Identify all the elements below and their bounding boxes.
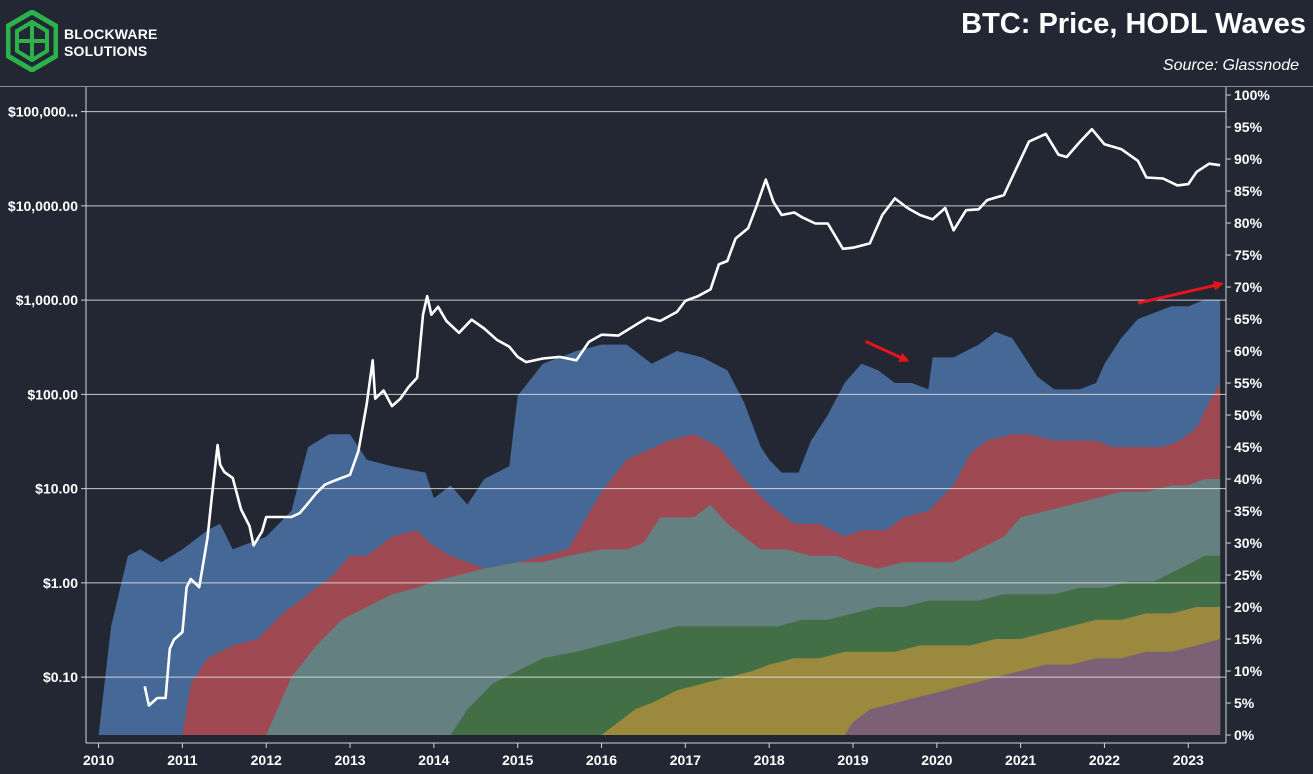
price-layer bbox=[143, 127, 1221, 707]
x-tick-label: 2019 bbox=[837, 752, 868, 768]
x-tick-label: 2023 bbox=[1173, 752, 1204, 768]
left-tick-label: $100,000... bbox=[8, 104, 78, 120]
right-tick-label: 60% bbox=[1234, 343, 1263, 359]
btc-price-line bbox=[143, 127, 1221, 707]
x-tick-label: 2010 bbox=[83, 752, 114, 768]
annotation-arrow-2 bbox=[1137, 280, 1224, 305]
x-tick-label: 2021 bbox=[1005, 752, 1036, 768]
brand-name: BLOCKWARE SOLUTIONS bbox=[64, 26, 158, 60]
page-title: BTC: Price, HODL Waves bbox=[961, 8, 1306, 40]
left-tick-label: $0.10 bbox=[43, 669, 78, 685]
right-tick-label: 15% bbox=[1234, 631, 1263, 647]
left-tick-label: $1,000.00 bbox=[16, 292, 78, 308]
right-tick-label: 20% bbox=[1234, 599, 1263, 615]
hodl-wave-band-6 bbox=[844, 639, 1221, 735]
left-tick-label: $10,000.00 bbox=[8, 198, 78, 214]
right-tick-label: 50% bbox=[1234, 407, 1263, 423]
x-tick-label: 2018 bbox=[754, 752, 785, 768]
header-divider bbox=[0, 86, 1313, 87]
right-tick-label: 70% bbox=[1234, 279, 1263, 295]
brand-line-2: SOLUTIONS bbox=[64, 43, 148, 59]
right-tick-label: 75% bbox=[1234, 247, 1263, 263]
right-tick-label: 45% bbox=[1234, 439, 1263, 455]
right-tick-label: 95% bbox=[1234, 119, 1263, 135]
x-tick-label: 2013 bbox=[334, 752, 365, 768]
x-tick-label: 2015 bbox=[502, 752, 533, 768]
blockware-logo-icon bbox=[6, 10, 58, 72]
right-tick-label: 85% bbox=[1234, 183, 1263, 199]
right-tick-label: 30% bbox=[1234, 535, 1263, 551]
right-tick-label: 80% bbox=[1234, 215, 1263, 231]
x-tick-label: 2020 bbox=[921, 752, 952, 768]
hodl-waves-layer bbox=[98, 299, 1221, 735]
right-tick-label: 5% bbox=[1234, 695, 1255, 711]
x-tick-label: 2012 bbox=[251, 752, 282, 768]
right-tick-label: 65% bbox=[1234, 311, 1263, 327]
x-tick-label: 2014 bbox=[418, 752, 449, 768]
right-tick-label: 10% bbox=[1234, 663, 1263, 679]
x-tick-label: 2011 bbox=[167, 752, 198, 768]
annotations-layer bbox=[864, 280, 1224, 362]
x-tick-label: 2016 bbox=[586, 752, 617, 768]
right-tick-label: 0% bbox=[1234, 727, 1255, 743]
right-tick-label: 40% bbox=[1234, 471, 1263, 487]
source-label: Source: Glassnode bbox=[1162, 57, 1299, 74]
right-tick-label: 90% bbox=[1234, 151, 1263, 167]
x-tick-label: 2017 bbox=[670, 752, 701, 768]
header: BLOCKWARE SOLUTIONS BTC: Price, HODL Wav… bbox=[0, 0, 1313, 86]
left-tick-label: $100.00 bbox=[27, 386, 78, 402]
left-tick-label: $1.00 bbox=[43, 575, 78, 591]
brand-line-1: BLOCKWARE bbox=[64, 26, 158, 42]
left-tick-label: $10.00 bbox=[35, 481, 78, 497]
right-tick-label: 35% bbox=[1234, 503, 1263, 519]
axes: $0.10 $1.00 $10.00 $100.00 $1,000.00 $10,000.… bbox=[8, 87, 1270, 768]
annotation-arrow-1 bbox=[864, 340, 910, 362]
x-tick-label: 2022 bbox=[1089, 752, 1120, 768]
gridlines bbox=[86, 111, 1226, 678]
right-tick-label: 25% bbox=[1234, 567, 1263, 583]
right-tick-label: 55% bbox=[1234, 375, 1263, 391]
right-tick-label: 100% bbox=[1234, 87, 1270, 103]
